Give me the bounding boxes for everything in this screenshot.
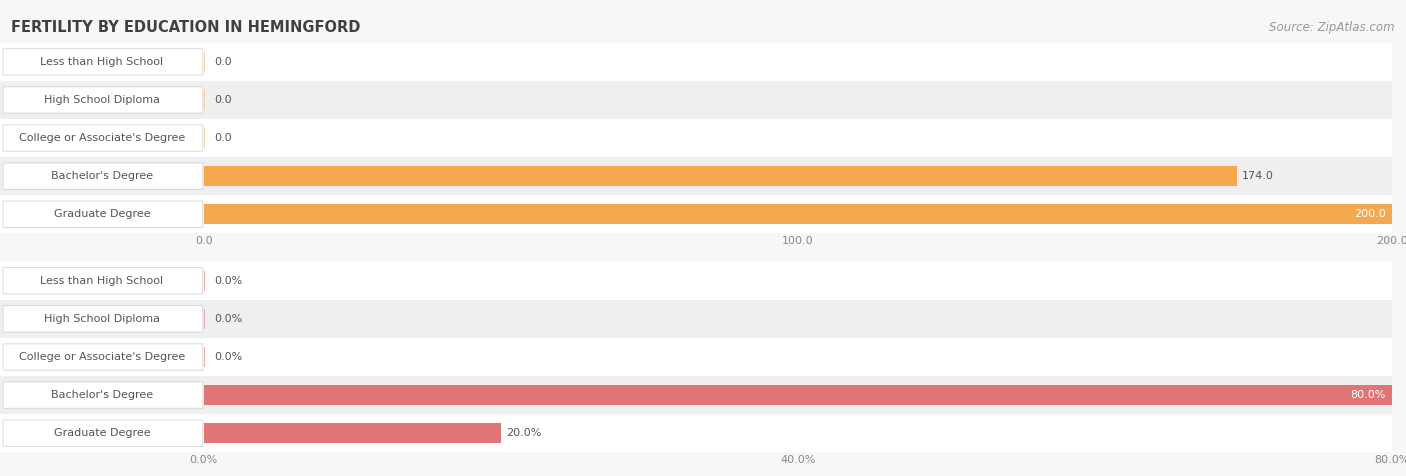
Bar xyxy=(0,81,204,119)
Bar xyxy=(0,376,204,414)
FancyBboxPatch shape xyxy=(3,49,202,75)
Bar xyxy=(0,43,204,81)
Bar xyxy=(204,81,1392,119)
Text: 0.0%: 0.0% xyxy=(215,276,243,286)
Text: College or Associate's Degree: College or Associate's Degree xyxy=(18,352,186,362)
FancyBboxPatch shape xyxy=(3,125,202,151)
Text: Source: ZipAtlas.com: Source: ZipAtlas.com xyxy=(1270,21,1395,34)
Bar xyxy=(204,338,1392,376)
Text: High School Diploma: High School Diploma xyxy=(44,314,160,324)
FancyBboxPatch shape xyxy=(3,306,202,332)
FancyBboxPatch shape xyxy=(3,420,202,446)
Text: 0.0%: 0.0% xyxy=(215,314,243,324)
Bar xyxy=(204,166,1237,186)
Text: High School Diploma: High School Diploma xyxy=(44,95,160,105)
Text: 200.0: 200.0 xyxy=(1354,209,1386,219)
Bar xyxy=(204,385,1392,405)
FancyBboxPatch shape xyxy=(3,163,202,189)
Bar xyxy=(0,195,204,233)
Text: 0.0: 0.0 xyxy=(215,57,232,67)
Bar xyxy=(0,338,204,376)
Bar xyxy=(204,195,1392,233)
Bar xyxy=(204,157,1392,195)
Bar xyxy=(204,262,1392,300)
Bar xyxy=(0,262,204,300)
Bar xyxy=(204,119,1392,157)
Bar xyxy=(204,423,501,443)
FancyBboxPatch shape xyxy=(3,268,202,294)
Bar xyxy=(204,204,1392,224)
Bar xyxy=(0,119,204,157)
Text: 174.0: 174.0 xyxy=(1243,171,1274,181)
Bar xyxy=(0,300,204,338)
Text: 0.0%: 0.0% xyxy=(215,352,243,362)
Text: 20.0%: 20.0% xyxy=(506,428,541,438)
Text: Bachelor's Degree: Bachelor's Degree xyxy=(51,171,153,181)
Text: Graduate Degree: Graduate Degree xyxy=(53,209,150,219)
FancyBboxPatch shape xyxy=(3,87,202,113)
Text: Less than High School: Less than High School xyxy=(41,57,163,67)
Bar xyxy=(204,300,1392,338)
Text: College or Associate's Degree: College or Associate's Degree xyxy=(18,133,186,143)
Bar xyxy=(204,414,1392,452)
FancyBboxPatch shape xyxy=(3,201,202,228)
Bar xyxy=(0,157,204,195)
FancyBboxPatch shape xyxy=(3,382,202,408)
Text: Less than High School: Less than High School xyxy=(41,276,163,286)
Text: Bachelor's Degree: Bachelor's Degree xyxy=(51,390,153,400)
Text: 80.0%: 80.0% xyxy=(1351,390,1386,400)
FancyBboxPatch shape xyxy=(3,344,202,370)
Text: FERTILITY BY EDUCATION IN HEMINGFORD: FERTILITY BY EDUCATION IN HEMINGFORD xyxy=(11,20,360,35)
Text: 0.0: 0.0 xyxy=(215,133,232,143)
Bar xyxy=(204,376,1392,414)
Bar xyxy=(204,43,1392,81)
Text: Graduate Degree: Graduate Degree xyxy=(53,428,150,438)
Text: 0.0: 0.0 xyxy=(215,95,232,105)
Bar xyxy=(0,414,204,452)
